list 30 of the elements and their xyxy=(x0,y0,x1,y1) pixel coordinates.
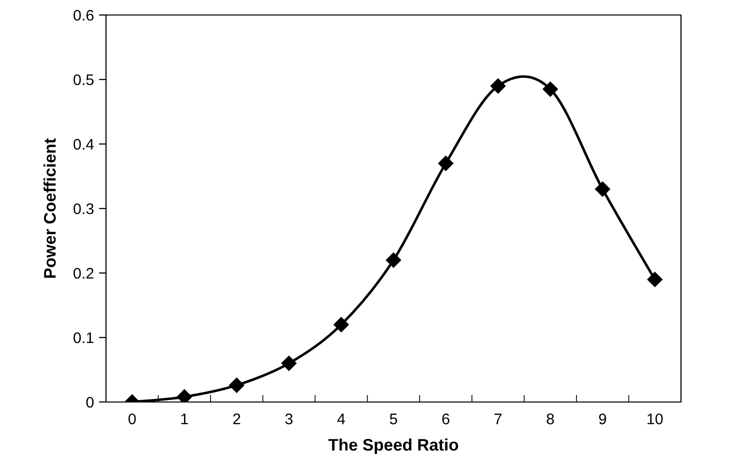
y-tick-label: 0.4 xyxy=(74,138,94,150)
x-tick-label: 3 xyxy=(285,414,293,424)
x-tick-label: 1 xyxy=(181,414,188,424)
y-tick-label: 0.1 xyxy=(74,332,94,344)
y-tick-label: 0 xyxy=(86,396,94,408)
y-tick-label: 0.5 xyxy=(74,74,94,86)
y-axis-title: Power Coefficient xyxy=(44,138,56,278)
point xyxy=(386,252,402,268)
point xyxy=(438,156,454,171)
x-tick-label: 6 xyxy=(442,414,450,424)
x-axis-title: The Speed Ratio xyxy=(328,438,458,454)
x-tick-label: 10 xyxy=(648,414,663,424)
point xyxy=(647,272,662,288)
y-tick-label: 0.3 xyxy=(74,203,94,214)
x-tick-label: 2 xyxy=(233,414,240,424)
point xyxy=(281,356,297,371)
y-tick-label: 0.6 xyxy=(74,10,94,21)
point xyxy=(542,82,558,97)
x-tick-label: 7 xyxy=(494,414,502,424)
point xyxy=(595,182,610,197)
x-tick-label: 8 xyxy=(546,414,554,424)
point xyxy=(176,389,192,402)
point xyxy=(334,317,349,332)
x-tick-label: 9 xyxy=(599,414,606,424)
y-tick-label: 0.2 xyxy=(74,268,94,279)
x-tick-label: 5 xyxy=(390,414,398,424)
point xyxy=(490,78,506,94)
point xyxy=(229,378,244,393)
x-tick-label: 0 xyxy=(128,414,136,424)
x-tick-label: 4 xyxy=(337,414,346,424)
